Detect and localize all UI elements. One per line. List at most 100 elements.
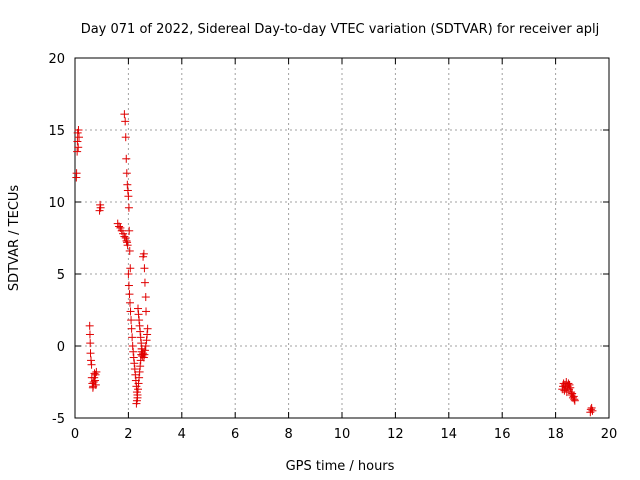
data-point (129, 347, 138, 356)
data-point (86, 339, 95, 348)
data-point (588, 406, 597, 415)
data-points (72, 110, 597, 417)
data-point (86, 349, 95, 358)
data-point (122, 169, 131, 178)
data-point (127, 316, 136, 325)
data-point (125, 246, 134, 255)
data-point (96, 203, 105, 212)
data-point (73, 147, 82, 156)
data-point (136, 362, 145, 371)
y-tick-label: 10 (48, 196, 65, 211)
data-point (135, 367, 144, 376)
data-point (130, 365, 139, 374)
x-tick-label: 16 (494, 427, 511, 442)
x-tick-label: 10 (334, 427, 351, 442)
data-point (132, 396, 141, 405)
data-point (140, 264, 149, 273)
data-point (143, 324, 152, 333)
x-tick-label: 4 (178, 427, 186, 442)
data-point (126, 264, 135, 273)
data-point (140, 346, 149, 355)
y-tick-label: 5 (57, 268, 65, 283)
x-tick-labels: 0 2 4 6 8 10 12 14 16 18 20 (71, 427, 617, 442)
data-point (120, 232, 129, 241)
x-tick-label: 0 (71, 427, 79, 442)
data-point (130, 359, 139, 368)
data-point (143, 330, 152, 339)
x-tick-label: 18 (547, 427, 564, 442)
data-point (134, 310, 143, 319)
data-point (142, 336, 151, 345)
data-point (570, 395, 579, 404)
data-point (137, 339, 146, 348)
data-point (141, 342, 150, 350)
data-point (135, 373, 144, 382)
data-point (140, 278, 149, 287)
data-point (124, 281, 133, 290)
data-point (74, 143, 83, 152)
data-point (135, 321, 144, 330)
data-point (142, 307, 151, 316)
x-tick-label: 14 (441, 427, 458, 442)
data-point (127, 324, 136, 333)
x-tick-label: 20 (601, 427, 618, 442)
data-point (135, 316, 144, 325)
data-point (133, 390, 142, 399)
data-point (91, 380, 100, 389)
data-point (134, 385, 143, 394)
data-point (566, 383, 575, 392)
data-point (123, 241, 132, 250)
data-point (75, 133, 84, 142)
x-tick-label: 2 (124, 427, 132, 442)
axis-ticks (74, 57, 610, 419)
y-tick-label: 20 (48, 52, 65, 67)
data-point (129, 353, 138, 362)
data-point (141, 293, 150, 302)
y-tick-label: 15 (48, 124, 65, 139)
x-tick-label: 6 (231, 427, 239, 442)
data-point (125, 226, 134, 235)
data-point (134, 304, 143, 313)
y-tick-label: 0 (57, 340, 65, 355)
data-point (121, 117, 130, 126)
data-point (73, 137, 82, 146)
data-point (586, 405, 595, 414)
data-point (85, 321, 94, 330)
data-point (136, 327, 145, 336)
data-point (570, 396, 579, 405)
y-tick-labels: -5 0 5 10 15 20 (48, 52, 65, 427)
data-point (122, 236, 131, 245)
data-point (120, 110, 129, 119)
x-tick-label: 8 (284, 427, 292, 442)
chart-title: Day 071 of 2022, Sidereal Day-to-day VTE… (81, 22, 600, 37)
data-point (139, 249, 148, 258)
data-point (123, 186, 132, 195)
data-point (564, 379, 573, 388)
data-point (91, 376, 100, 385)
data-point (126, 307, 135, 316)
data-point (134, 379, 143, 388)
data-point (128, 342, 137, 350)
data-point (121, 133, 130, 142)
data-point (115, 222, 124, 231)
data-point (128, 333, 137, 342)
data-point (90, 369, 99, 378)
data-point (72, 169, 81, 178)
data-point (124, 192, 133, 201)
data-point (124, 203, 133, 212)
x-axis-label: GPS time / hours (286, 459, 395, 474)
data-point (140, 350, 149, 359)
data-point (123, 180, 132, 189)
data-point (85, 330, 94, 339)
data-point (122, 154, 131, 163)
data-point (136, 333, 145, 342)
grid (75, 58, 609, 418)
data-point (92, 367, 101, 376)
x-tick-label: 12 (387, 427, 404, 442)
data-point (124, 270, 133, 278)
y-tick-label: -5 (52, 412, 65, 427)
data-point (74, 126, 83, 134)
data-point (125, 290, 134, 299)
y-axis-label: SDTVAR / TECUs (7, 185, 22, 292)
